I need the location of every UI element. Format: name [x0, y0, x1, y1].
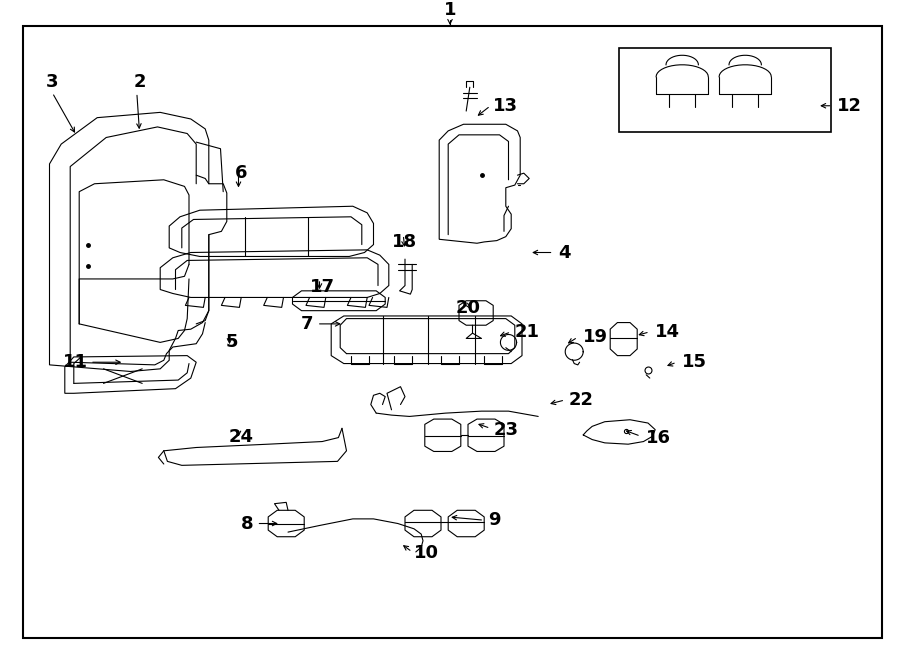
Text: 15: 15 [682, 353, 707, 371]
Text: 13: 13 [493, 97, 518, 115]
Text: 22: 22 [569, 391, 594, 409]
Text: 21: 21 [515, 323, 540, 341]
Text: 10: 10 [414, 544, 439, 563]
Text: 24: 24 [229, 428, 254, 446]
Text: 5: 5 [226, 333, 239, 351]
Text: 18: 18 [392, 233, 418, 251]
Text: 8: 8 [241, 514, 254, 533]
Text: 6: 6 [235, 164, 248, 182]
Text: 9: 9 [488, 511, 500, 529]
Text: 17: 17 [310, 278, 335, 295]
Text: 19: 19 [583, 328, 608, 346]
Text: 1: 1 [444, 1, 456, 19]
Text: 2: 2 [133, 73, 146, 91]
Text: 3: 3 [46, 73, 58, 91]
Bar [619, 48, 831, 132]
Text: 11: 11 [63, 353, 88, 371]
Text: 23: 23 [493, 420, 518, 439]
Text: 16: 16 [646, 428, 671, 447]
Text: 14: 14 [655, 323, 680, 341]
Text: 20: 20 [455, 299, 481, 317]
Text: 4: 4 [558, 243, 571, 262]
Text: 7: 7 [301, 315, 313, 333]
Text: 12: 12 [837, 97, 862, 115]
